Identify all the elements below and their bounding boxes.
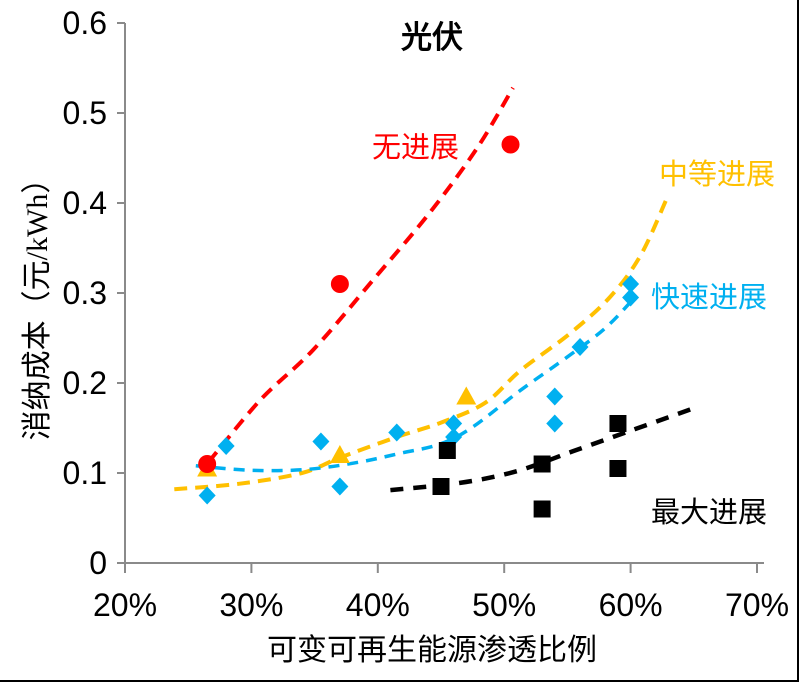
y-axis-title: 消纳成本（元/kWh） bbox=[21, 163, 54, 441]
marker-快速进展 bbox=[622, 275, 640, 293]
marker-最大进展 bbox=[609, 415, 627, 432]
x-tick-label: 70% bbox=[725, 587, 789, 623]
series-label-no-progress: 无进展 bbox=[372, 132, 460, 164]
y-tick-label: 0.6 bbox=[63, 5, 107, 41]
y-tick-label: 0.3 bbox=[63, 275, 107, 311]
x-tick-label: 40% bbox=[346, 587, 410, 623]
marker-快速进展 bbox=[388, 423, 406, 442]
marker-快速进展 bbox=[622, 288, 640, 307]
trendline-最大进展 bbox=[390, 406, 695, 493]
x-tick-label: 50% bbox=[472, 587, 536, 623]
marker-最大进展 bbox=[438, 442, 456, 459]
series-label-maximum-progress: 最大进展 bbox=[651, 497, 768, 529]
y-tick-label: 0.5 bbox=[63, 95, 107, 131]
marker-中等进展 bbox=[329, 445, 350, 463]
marker-无进展 bbox=[501, 135, 520, 154]
x-tick-label: 20% bbox=[93, 587, 157, 623]
marker-快速进展 bbox=[546, 387, 564, 406]
marker-快速进展 bbox=[445, 428, 463, 446]
series-label-rapid-progress: 快速进展 bbox=[651, 282, 768, 314]
marker-最大进展 bbox=[432, 478, 450, 495]
y-tick-label: 0 bbox=[89, 545, 107, 581]
marker-无进展 bbox=[330, 275, 349, 293]
y-tick-label: 0.1 bbox=[63, 455, 107, 491]
y-tick-label: 0.2 bbox=[63, 365, 107, 401]
marker-快速进展 bbox=[198, 486, 216, 505]
trendline-中等进展 bbox=[174, 199, 668, 492]
marker-快速进展 bbox=[445, 414, 463, 433]
marker-快速进展 bbox=[331, 477, 349, 496]
marker-最大进展 bbox=[609, 460, 627, 477]
trendline-无进展 bbox=[206, 86, 515, 464]
series-label-moderate-progress: 中等进展 bbox=[659, 159, 776, 191]
trendline-快速进展 bbox=[195, 298, 635, 473]
x-axis-title: 可变可再生能源渗透比例 bbox=[267, 634, 597, 667]
marker-最大进展 bbox=[533, 500, 551, 518]
marker-快速进展 bbox=[571, 338, 589, 356]
marker-快速进展 bbox=[217, 437, 235, 455]
marker-无进展 bbox=[198, 455, 217, 473]
x-tick-label: 60% bbox=[599, 587, 663, 623]
marker-快速进展 bbox=[312, 432, 330, 451]
marker-快速进展 bbox=[546, 414, 564, 433]
marker-最大进展 bbox=[533, 455, 551, 473]
y-tick-label: 0.4 bbox=[63, 185, 107, 221]
marker-中等进展 bbox=[456, 386, 477, 405]
x-tick-label: 30% bbox=[219, 587, 283, 623]
chart-title: 光伏 bbox=[401, 20, 463, 55]
